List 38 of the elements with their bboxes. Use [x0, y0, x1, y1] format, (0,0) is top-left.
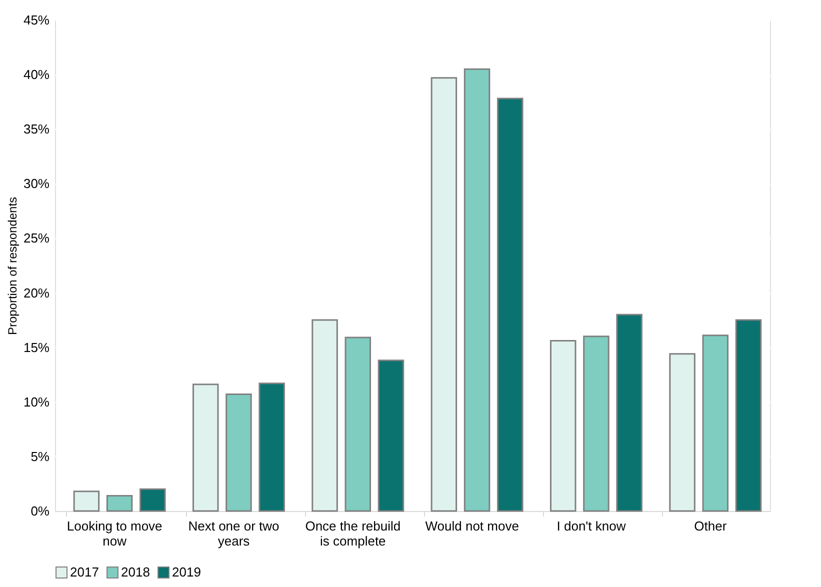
bar	[344, 336, 372, 512]
x-tick-label: I don't know	[556, 518, 626, 534]
bar	[192, 384, 219, 512]
bar	[583, 336, 610, 512]
legend-label: 2018	[121, 564, 150, 580]
bar	[258, 382, 285, 512]
bar	[550, 340, 576, 512]
bar	[497, 98, 524, 512]
bar	[616, 314, 642, 512]
x-tick-label: Looking to move now	[66, 518, 162, 548]
x-tick-label: Next one or two years	[188, 518, 280, 548]
y-tick-label: 10%	[23, 394, 50, 410]
y-tick-label: 30%	[23, 176, 50, 192]
y-tick-label: 0%	[30, 504, 50, 518]
y-tick-label: 35%	[23, 122, 50, 137]
legend-label: 2019	[172, 564, 201, 580]
bar	[140, 488, 166, 512]
bar	[312, 319, 338, 512]
bar	[735, 319, 762, 512]
bar	[702, 334, 729, 512]
bar	[106, 494, 133, 512]
y-tick-label: 15%	[23, 340, 50, 355]
y-tick-label: 5%	[30, 448, 50, 464]
y-tick-label: 40%	[23, 67, 50, 82]
bar	[669, 353, 696, 512]
legend-label: 2017	[70, 564, 99, 580]
bar	[464, 68, 490, 512]
x-tick-label: Once the rebuild is complete	[305, 518, 401, 548]
y-tick-label: 45%	[23, 12, 50, 28]
bar	[226, 394, 252, 512]
x-tick-label: Would not move	[425, 518, 519, 534]
bar	[378, 360, 404, 512]
y-tick-label: 20%	[23, 285, 50, 300]
bar	[73, 490, 100, 512]
y-tick-label: 25%	[23, 230, 50, 246]
y-axis-title: Proportion of respondents	[5, 196, 20, 336]
x-tick-label: Other	[694, 518, 728, 534]
bar	[430, 77, 458, 512]
